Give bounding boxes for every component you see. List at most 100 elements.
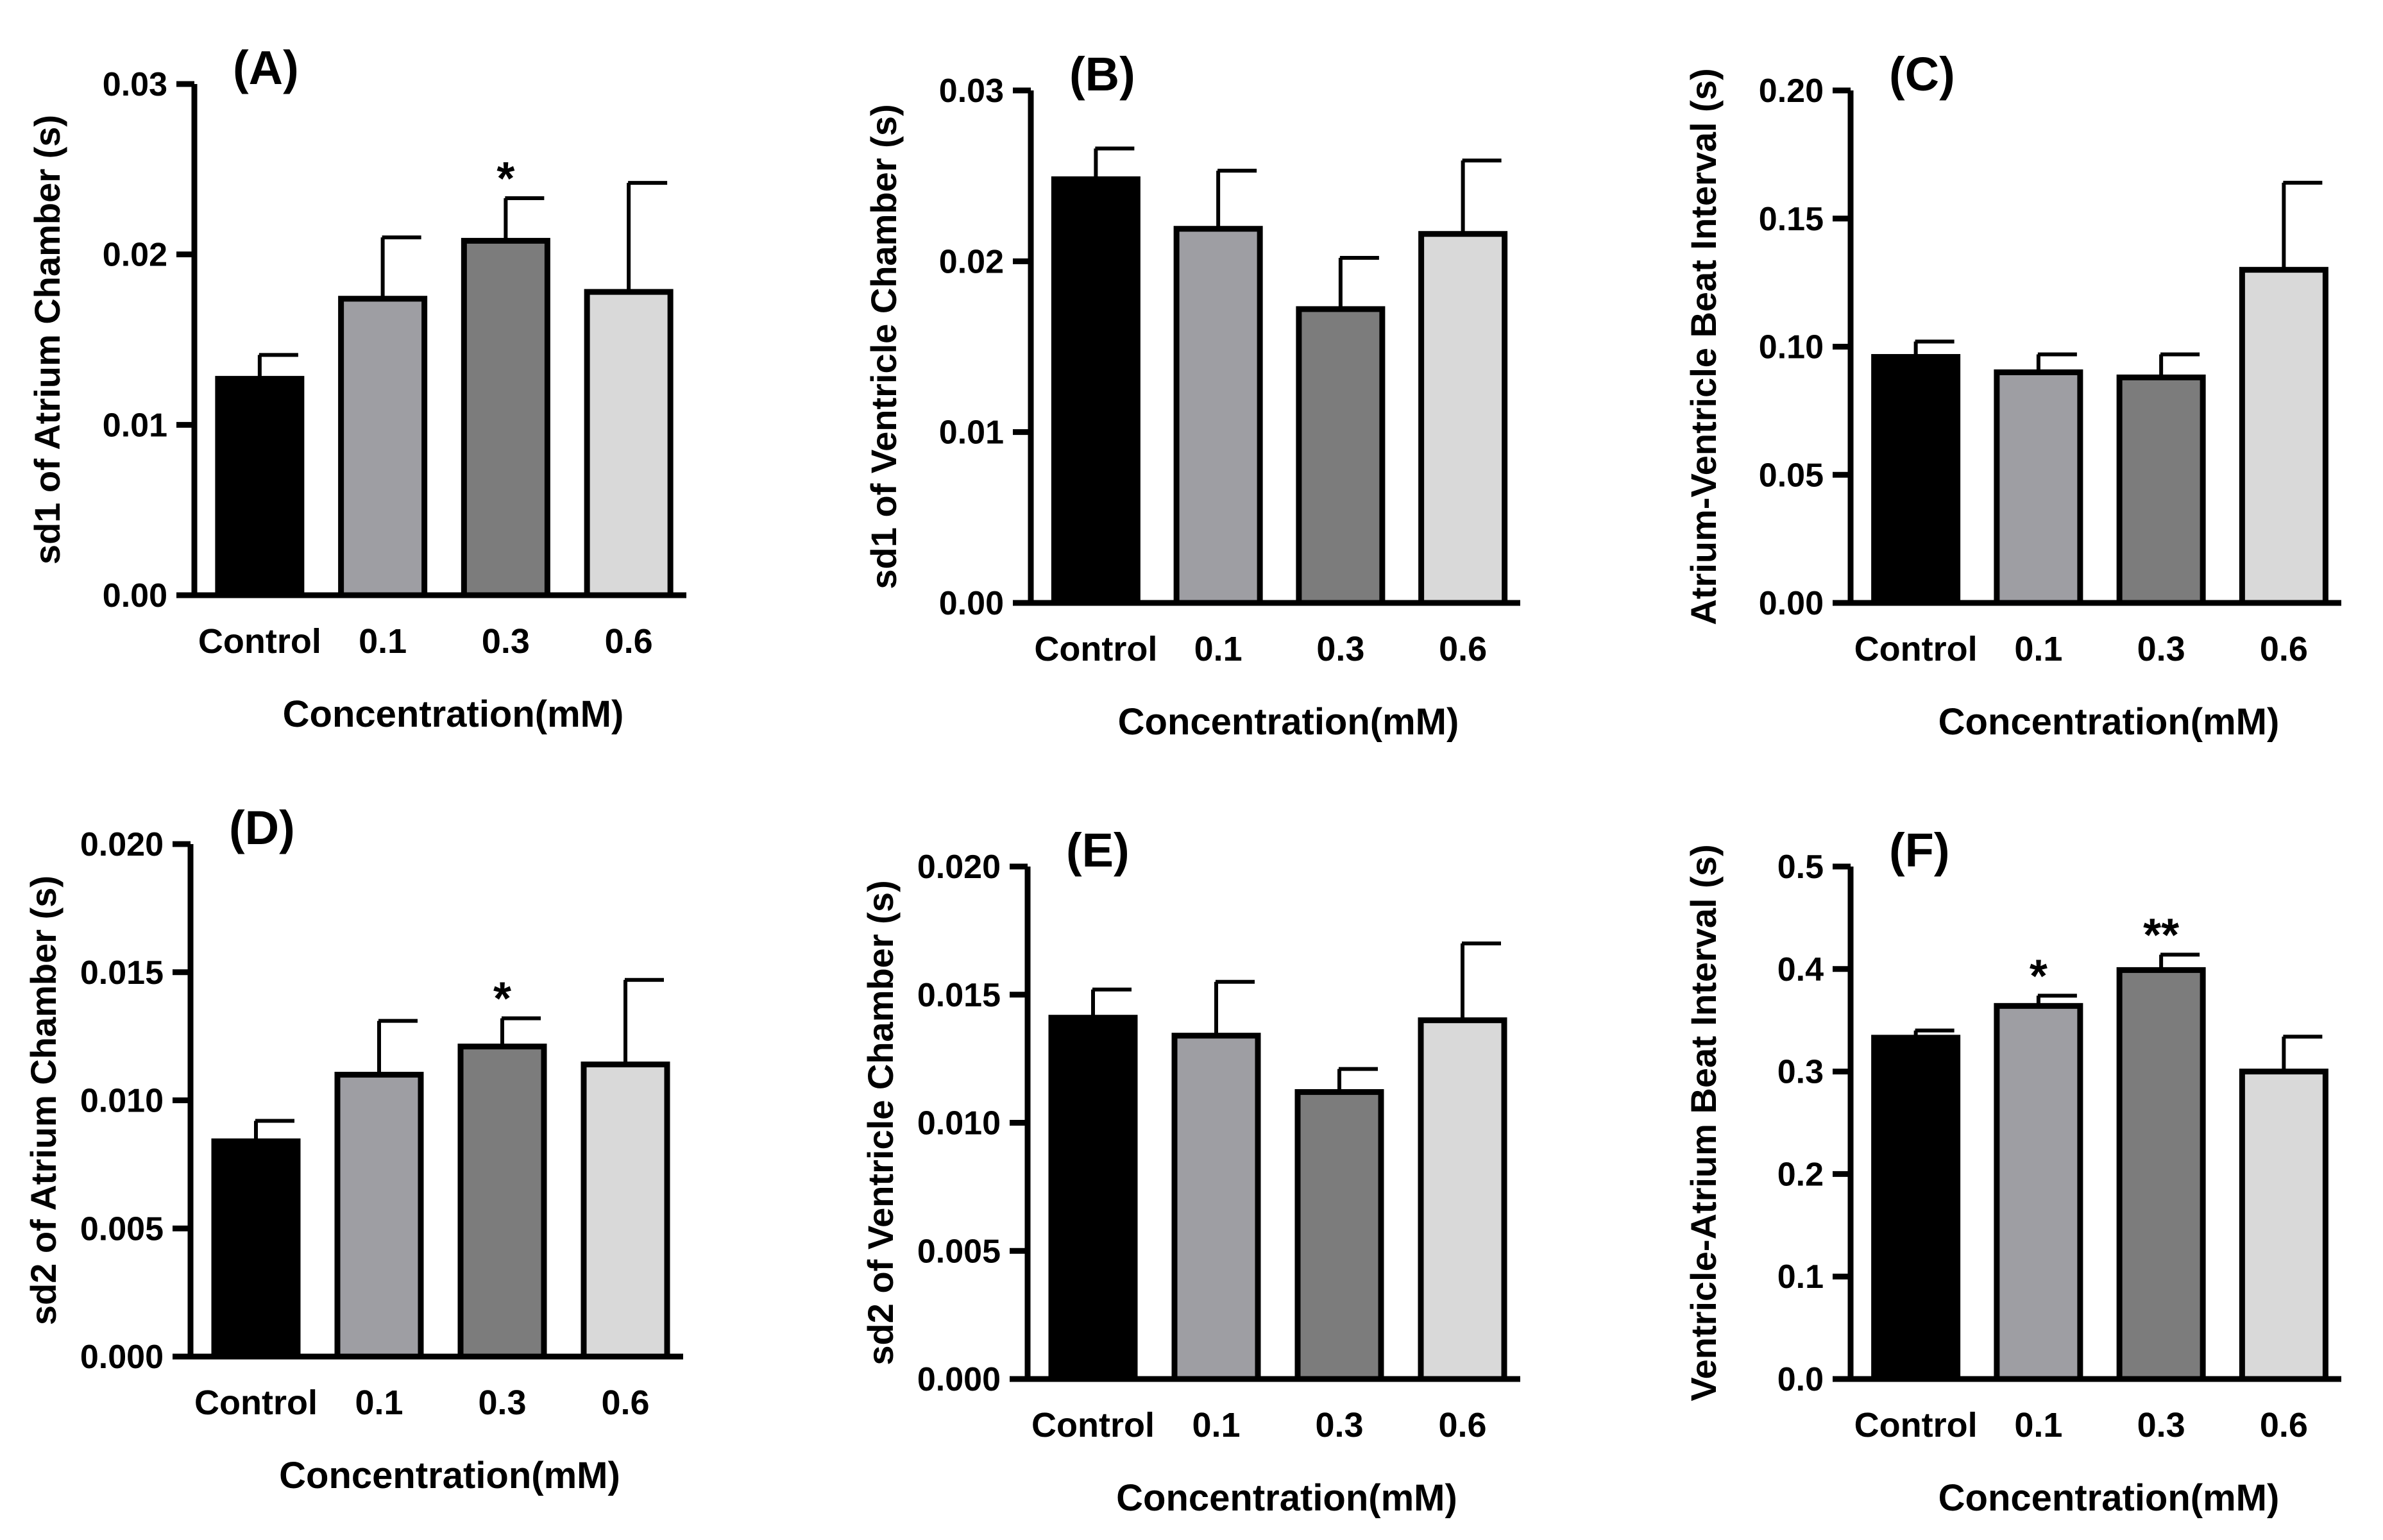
x-axis-title: Concentration(mM) — [279, 1455, 620, 1496]
panel-c: 0.00 0.05 0.10 0.15 0.20 Control 0.1 0.3 0.6 Conc… — [1683, 47, 2341, 743]
x-tick-label: 0.3 — [1315, 1406, 1363, 1444]
x-axis-title: Concentration(mM) — [1116, 1477, 1457, 1519]
bar-0.6 — [581, 1062, 670, 1360]
x-tick-label: 0.1 — [2014, 1406, 2062, 1444]
y-tick-label: 0.00 — [939, 585, 1004, 622]
y-tick-label: 0.020 — [917, 849, 1001, 886]
y-axis-title: sd1 of Atrium Chamber (s) — [27, 115, 67, 564]
bar-0.3 — [2116, 374, 2206, 606]
x-tick-label: 0.6 — [1439, 630, 1487, 668]
significance-marker: ** — [2143, 910, 2179, 961]
bar-0.1 — [1173, 226, 1263, 606]
x-axis-title: Concentration(mM) — [1938, 1477, 2280, 1519]
y-tick-label: 0.00 — [1759, 585, 1824, 622]
y-tick-label: 0.02 — [939, 243, 1004, 280]
y-tick-label: 0.1 — [1777, 1258, 1824, 1296]
x-tick-label: Control — [194, 1383, 318, 1422]
y-tick-label: 0.000 — [80, 1339, 164, 1376]
bar-control — [1048, 1015, 1138, 1382]
x-tick-label: 0.3 — [478, 1383, 526, 1422]
y-tick-label: 0.0 — [1777, 1361, 1824, 1398]
y-axis-title: sd2 of Ventricle Chamber (s) — [860, 880, 901, 1365]
x-tick-label: 0.1 — [1194, 630, 1242, 668]
y-tick-label: 0.2 — [1777, 1156, 1824, 1193]
y-tick-label: 0.005 — [80, 1210, 164, 1248]
bar-0.1 — [334, 1072, 424, 1360]
x-tick-label: 0.6 — [601, 1383, 649, 1422]
panel-b: 0.00 0.01 0.02 0.03 Control 0.1 0.3 0.6 Concentr… — [863, 47, 1520, 743]
y-axis-title: Atrium-Ventricle Beat Interval (s) — [1683, 68, 1724, 625]
bar-0.3 — [1294, 1089, 1384, 1382]
y-tick-label: 0.03 — [103, 66, 167, 103]
bar-control — [1051, 176, 1141, 606]
y-tick-label: 0.4 — [1777, 951, 1824, 988]
panel-label: (E) — [1066, 824, 1130, 877]
x-tick-label: Control — [1854, 1406, 1978, 1444]
significance-marker: * — [2030, 951, 2048, 1002]
x-tick-label: 0.6 — [2260, 1406, 2308, 1444]
y-tick-label: 0.010 — [80, 1083, 164, 1120]
x-tick-label: 0.3 — [1316, 630, 1364, 668]
y-tick-label: 0.05 — [1759, 457, 1824, 494]
x-tick-label: 0.1 — [2014, 630, 2062, 668]
y-tick-label: 0.5 — [1777, 849, 1824, 886]
x-axis-title: Concentration(mM) — [283, 693, 624, 735]
significance-marker: * — [496, 153, 514, 205]
y-tick-label: 0.000 — [917, 1361, 1001, 1398]
x-tick-label: Control — [198, 622, 321, 661]
bar-control — [1871, 1035, 1961, 1382]
x-tick-label: 0.1 — [1192, 1406, 1240, 1444]
y-axis-title: sd1 of Ventricle Chamber (s) — [863, 104, 904, 589]
y-tick-label: 0.01 — [939, 414, 1004, 452]
x-tick-label: Control — [1854, 630, 1978, 668]
bar-control — [215, 376, 305, 598]
bar-0.6 — [584, 289, 674, 598]
x-tick-label: 0.3 — [2137, 1406, 2185, 1444]
y-tick-label: 0.15 — [1759, 201, 1824, 238]
bar-0.3 — [1296, 306, 1386, 606]
bar-0.1 — [1171, 1033, 1261, 1382]
x-tick-label: 0.3 — [482, 622, 530, 661]
y-tick-label: 0.015 — [917, 977, 1001, 1014]
y-axis-title: sd2 of Atrium Chamber (s) — [23, 876, 64, 1325]
bar-0.6 — [2239, 267, 2328, 606]
y-tick-label: 0.10 — [1759, 329, 1824, 366]
panel-label: (C) — [1889, 47, 1955, 101]
bar-0.3 — [461, 237, 550, 598]
x-tick-label: 0.6 — [1438, 1406, 1486, 1444]
x-tick-label: Control — [1031, 1406, 1155, 1444]
bar-0.6 — [1418, 231, 1508, 606]
y-tick-label: 0.015 — [80, 954, 164, 992]
x-tick-label: 0.6 — [605, 622, 653, 661]
x-tick-label: 0.1 — [355, 1383, 403, 1422]
x-tick-label: 0.6 — [2260, 630, 2308, 668]
y-tick-label: 0.020 — [80, 826, 164, 863]
panel-e: 0.000 0.005 0.010 0.015 0.020 Control 0.1 0.3 0.… — [860, 824, 1520, 1519]
bar-0.1 — [1994, 1003, 2083, 1382]
y-tick-label: 0.03 — [939, 72, 1004, 110]
y-tick-label: 0.01 — [103, 407, 167, 444]
x-axis-title: Concentration(mM) — [1938, 701, 2280, 743]
bar-0.1 — [338, 296, 428, 598]
bar-0.1 — [1994, 369, 2083, 606]
y-tick-label: 0.20 — [1759, 72, 1824, 110]
panel-d: * 0.000 0.005 0.010 0.015 0.020 Control 0.1 0.3 0… — [23, 801, 683, 1496]
bar-0.3 — [457, 1044, 547, 1360]
y-axis-title: Ventricle-Atrium Beat Interval (s) — [1683, 844, 1724, 1401]
y-tick-label: 0.02 — [103, 237, 167, 274]
bar-control — [211, 1138, 301, 1360]
bar-0.6 — [1418, 1017, 1507, 1382]
bar-0.6 — [2239, 1069, 2328, 1382]
panel-label: (D) — [229, 801, 295, 854]
x-tick-label: 0.3 — [2137, 630, 2185, 668]
bar-0.3 — [2116, 967, 2206, 1382]
panel-label: (F) — [1889, 824, 1950, 877]
panel-label: (B) — [1069, 47, 1135, 101]
x-tick-label: Control — [1034, 630, 1157, 668]
x-tick-label: 0.1 — [359, 622, 407, 661]
y-tick-label: 0.00 — [103, 577, 167, 614]
y-tick-label: 0.3 — [1777, 1054, 1824, 1091]
y-tick-label: 0.010 — [917, 1105, 1001, 1142]
